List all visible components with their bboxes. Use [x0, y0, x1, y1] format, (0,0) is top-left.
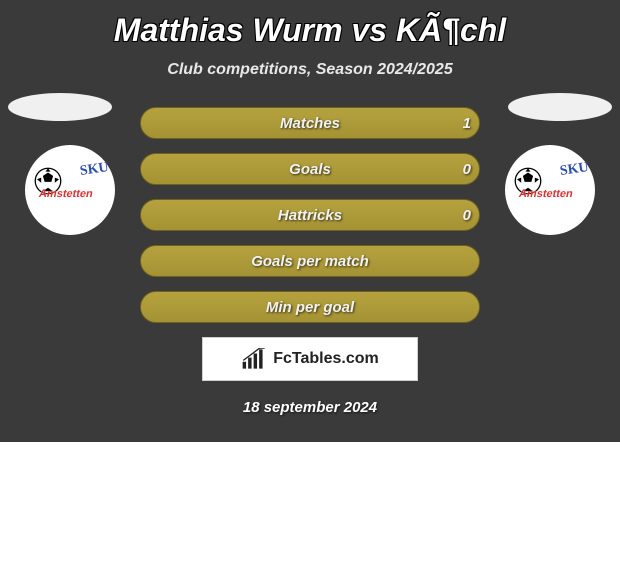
brand-name: FcTables.com: [273, 350, 379, 368]
club-name-right: Amstetten: [518, 188, 574, 200]
club-logo-right: Amstetten SKU: [513, 160, 587, 220]
row-area: Amstetten SKU Amstetten SKU Matches1 Goal…: [0, 107, 620, 323]
page-title: Matthias Wurm vs KÃ¶chl: [0, 12, 620, 49]
brand-box[interactable]: FcTables.com: [202, 337, 418, 381]
stat-bar-fill: [141, 292, 479, 322]
club-badge-left: Amstetten SKU: [25, 145, 115, 235]
stat-bar: Matches1: [140, 107, 480, 139]
bar-chart-icon: [241, 348, 269, 370]
stat-bar-fill: [141, 200, 479, 230]
stat-bar-fill: [141, 246, 479, 276]
stats-panel: Matthias Wurm vs KÃ¶chl Club competition…: [0, 0, 620, 442]
club-logo-left: Amstetten SKU: [33, 160, 107, 220]
stat-bar: Goals0: [140, 153, 480, 185]
player-right-oval: [508, 93, 612, 121]
date-text: 18 september 2024: [0, 399, 620, 416]
club-badge-right: Amstetten SKU: [505, 145, 595, 235]
stat-bar-fill: [141, 108, 479, 138]
stat-bar: Min per goal: [140, 291, 480, 323]
stat-bar: Hattricks0: [140, 199, 480, 231]
stat-bar-fill: [141, 154, 479, 184]
subtitle: Club competitions, Season 2024/2025: [0, 61, 620, 79]
club-name-left: Amstetten: [38, 188, 94, 200]
player-left-oval: [8, 93, 112, 121]
sku-text-right: SKU: [559, 160, 590, 180]
sku-text-left: SKU: [79, 160, 110, 180]
bars-container: Matches1 Goals0 Hattricks0 Goals per match M…: [140, 107, 480, 323]
stat-bar: Goals per match: [140, 245, 480, 277]
